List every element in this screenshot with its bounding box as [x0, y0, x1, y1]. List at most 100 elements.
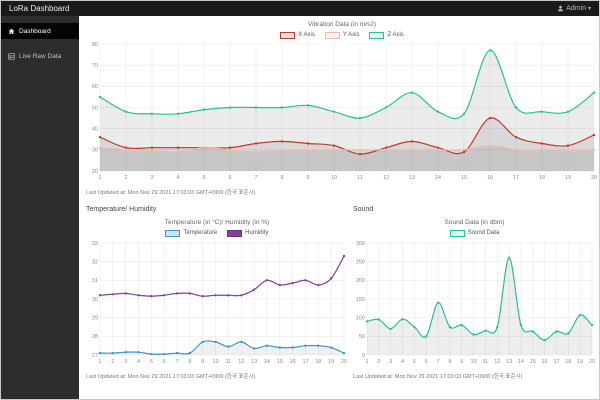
- svg-text:2: 2: [377, 359, 380, 365]
- vibration-legend: X Axis Y Axis Z Axis: [86, 31, 598, 39]
- svg-text:17: 17: [553, 359, 559, 365]
- svg-text:12: 12: [238, 359, 244, 365]
- vibration-section: Vibration Data (in m/s2) X Axis Y Axis Z A…: [86, 21, 598, 196]
- svg-text:15: 15: [530, 359, 536, 365]
- vibration-last-updated: Last Updated at: Mon Nov 29 2021 17:03:0…: [86, 190, 256, 196]
- svg-text:5: 5: [150, 359, 153, 365]
- svg-text:29: 29: [92, 316, 98, 322]
- svg-text:12: 12: [494, 359, 500, 365]
- svg-text:1: 1: [98, 175, 101, 181]
- svg-text:6: 6: [425, 359, 428, 365]
- svg-text:4: 4: [176, 175, 179, 181]
- sound-last-updated: Last Updated at: Mon Nov 29 2021 17:03:0…: [353, 374, 523, 380]
- svg-text:70: 70: [92, 63, 98, 69]
- user-icon: [558, 5, 564, 12]
- svg-text:10: 10: [213, 359, 219, 365]
- legend-swatch: [324, 31, 340, 39]
- svg-text:6: 6: [228, 175, 231, 181]
- legend-item[interactable]: Temperature: [165, 229, 218, 237]
- vibration-chart: 20 30 40 50 60 70 80 1 2 3 4 5 6 7 8 9 10 11 12 13 14 15 16 17 1…: [86, 41, 598, 186]
- content-area: Vibration Data (in m/s2) X Axis Y Axis Z A…: [79, 16, 599, 399]
- svg-text:11: 11: [357, 175, 363, 181]
- svg-text:12: 12: [383, 175, 389, 181]
- svg-text:8: 8: [280, 175, 283, 181]
- svg-text:2: 2: [111, 359, 114, 365]
- legend-item[interactable]: Z Axis: [369, 31, 404, 39]
- svg-text:5: 5: [202, 175, 205, 181]
- svg-text:50: 50: [359, 334, 365, 340]
- admin-menu[interactable]: Admin ▾: [557, 5, 591, 12]
- svg-text:7: 7: [176, 359, 179, 365]
- svg-text:150: 150: [356, 297, 365, 303]
- legend-label: Y Axis: [342, 32, 360, 38]
- legend-label: Sound Data: [467, 230, 500, 236]
- svg-text:28: 28: [92, 334, 98, 340]
- svg-text:2: 2: [124, 175, 127, 181]
- home-icon: [8, 28, 15, 34]
- svg-text:20: 20: [341, 359, 347, 365]
- svg-text:9: 9: [201, 359, 204, 365]
- legend-swatch: [165, 229, 181, 237]
- svg-text:13: 13: [251, 359, 257, 365]
- svg-text:3: 3: [124, 359, 127, 365]
- svg-text:14: 14: [264, 359, 270, 365]
- legend-item[interactable]: Sound Data: [449, 229, 500, 237]
- sidebar-item-dashboard[interactable]: Dashboard: [1, 23, 79, 39]
- svg-text:27: 27: [92, 353, 98, 359]
- legend-swatch: [449, 229, 465, 237]
- svg-text:1: 1: [98, 359, 101, 365]
- svg-text:31: 31: [92, 278, 98, 284]
- svg-text:13: 13: [506, 359, 512, 365]
- svg-text:18: 18: [565, 359, 571, 365]
- svg-text:33: 33: [92, 241, 98, 247]
- svg-text:100: 100: [356, 316, 365, 322]
- svg-text:200: 200: [356, 278, 365, 284]
- svg-text:15: 15: [277, 359, 283, 365]
- svg-text:16: 16: [487, 175, 493, 181]
- svg-text:16: 16: [290, 359, 296, 365]
- svg-text:16: 16: [542, 359, 548, 365]
- svg-text:10: 10: [471, 359, 477, 365]
- legend-item[interactable]: Y Axis: [324, 31, 360, 39]
- svg-text:80: 80: [92, 42, 98, 48]
- svg-text:30: 30: [92, 297, 98, 303]
- svg-text:10: 10: [331, 175, 337, 181]
- svg-text:19: 19: [577, 359, 583, 365]
- svg-text:60: 60: [92, 84, 98, 90]
- sound-chart: 0 50 100 150 200 250 300 1 2 3 4 5 6 7 8 9 10 11 12 13 14 15 1…: [353, 239, 596, 370]
- svg-text:0: 0: [362, 353, 365, 359]
- svg-text:1: 1: [365, 359, 368, 365]
- svg-text:4: 4: [401, 359, 404, 365]
- svg-text:17: 17: [302, 359, 308, 365]
- legend-swatch: [369, 31, 385, 39]
- svg-text:32: 32: [92, 260, 98, 266]
- svg-text:50: 50: [92, 105, 98, 111]
- legend-item[interactable]: Humidity: [227, 229, 269, 237]
- svg-text:5: 5: [413, 359, 416, 365]
- svg-text:9: 9: [306, 175, 309, 181]
- svg-text:30: 30: [92, 148, 98, 154]
- sound-section: Sound Sound Data (in dbm) Sound Data 0 50…: [353, 206, 596, 380]
- legend-swatch: [227, 229, 243, 237]
- svg-text:3: 3: [150, 175, 153, 181]
- vibration-chart-title: Vibration Data (in m/s2): [307, 21, 377, 28]
- svg-text:6: 6: [163, 359, 166, 365]
- sound-chart-title: Sound Data (in dbm): [444, 219, 505, 226]
- sidebar-item-live-raw-data[interactable]: Live Raw Data: [1, 48, 79, 64]
- temperature-chart-title: Temperature (in °C)/ Humidity (in %): [164, 219, 270, 226]
- svg-text:20: 20: [591, 175, 597, 181]
- svg-text:18: 18: [539, 175, 545, 181]
- legend-item[interactable]: X Axis: [280, 31, 315, 39]
- table-icon: [8, 52, 15, 60]
- svg-text:8: 8: [188, 359, 191, 365]
- temperature-heading: Temperature/ Humidity: [86, 206, 157, 213]
- navbar: LoRa Dashboard Admin ▾: [1, 1, 599, 16]
- svg-text:9: 9: [460, 359, 463, 365]
- svg-text:40: 40: [92, 127, 98, 133]
- legend-swatch: [280, 31, 296, 39]
- svg-text:4: 4: [137, 359, 140, 365]
- legend-label: Z Axis: [387, 32, 404, 38]
- svg-text:11: 11: [226, 359, 232, 365]
- legend-label: Temperature: [183, 230, 218, 236]
- temperature-chart: 27 28 29 30 31 32 33 1 2 3 4 5 6 7 8 9 10 11 12 13 14 15 16 17 1…: [86, 239, 348, 370]
